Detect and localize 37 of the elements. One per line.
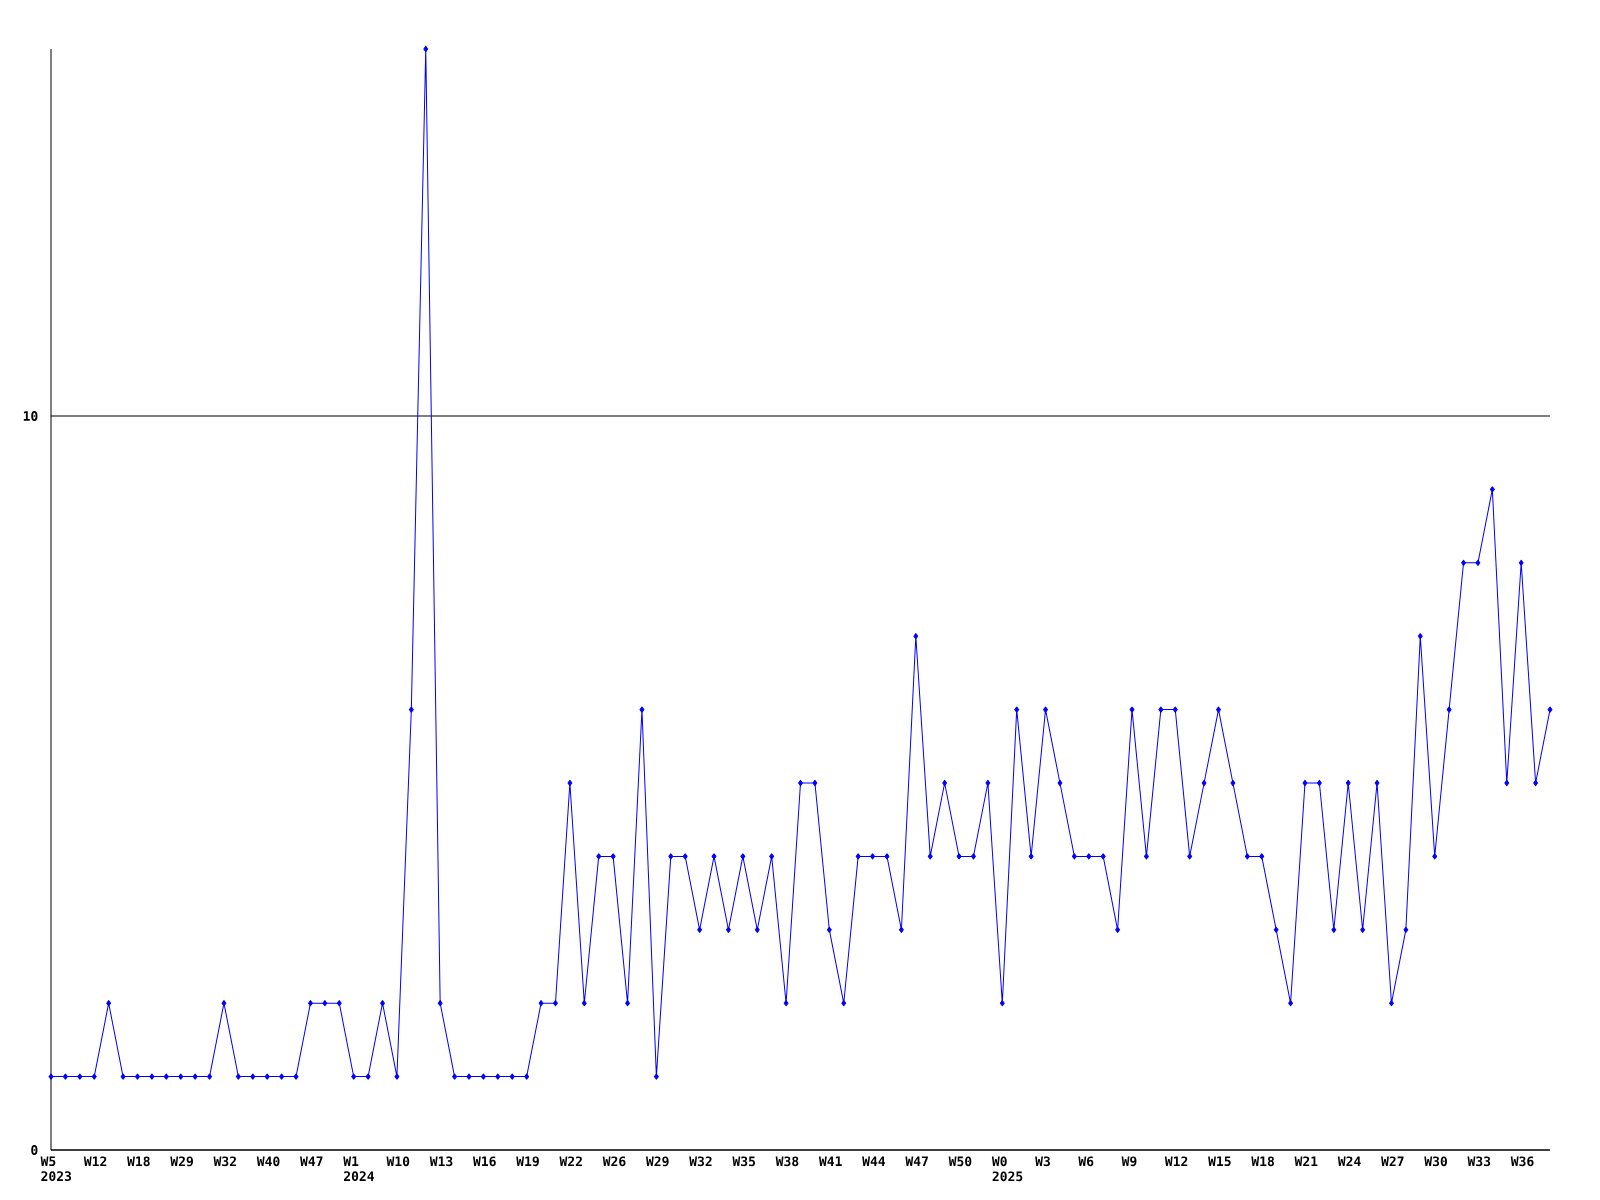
x-tick-label: W44 [862,1156,886,1166]
x-tick-label: W40 [256,1156,280,1167]
x-tick-label: W27 [1381,1156,1404,1167]
x-tick-label: W3 [1035,1156,1050,1167]
x-tick-label: W33 [1467,1156,1491,1167]
x-tick-label: W38 [775,1156,799,1167]
x-tick-label: W32 [213,1156,236,1167]
x-tick-label: W13 [429,1156,453,1167]
x-tick-label: W22 [559,1156,582,1167]
x-tick-label: W0 2025 [991,1156,1023,1182]
x-tick-label: W35 [732,1156,756,1167]
x-tick-label: W6 [1078,1156,1094,1167]
y-tick-label: 10 [23,411,38,421]
x-tick-label: W12 [1164,1156,1188,1167]
x-tick-label: W16 [473,1156,496,1167]
y-tick-label: 0 [31,1145,38,1155]
x-tick-label: W1 2024 [343,1156,375,1182]
x-tick-label: W50 [948,1156,972,1167]
x-tick-label: W19 [516,1156,539,1167]
x-tick-label: W29 [645,1156,669,1167]
x-tick-label: W18 [1251,1156,1274,1167]
x-tick-label: W47 [300,1156,323,1166]
x-tick-label: W41 [818,1156,842,1166]
x-tick-label: W30 [1424,1156,1447,1167]
x-tick-label: W18 [127,1156,150,1167]
x-tick-label: W26 [602,1156,626,1167]
x-tick-label: W36 [1510,1156,1534,1167]
x-tick-label: W15 [1208,1156,1231,1167]
x-tick-label: W21 [1294,1156,1318,1167]
x-tick-label: W5 2023 [40,1156,72,1182]
x-tick-label: W29 [170,1156,193,1167]
x-tick-label: W24 [1337,1156,1361,1167]
x-tick-label: W10 [386,1156,410,1167]
x-tick-label: W9 [1121,1156,1137,1167]
x-tick-label: W32 [689,1156,712,1167]
x-tick-label: W47 [905,1156,928,1166]
x-tick-label: W12 [83,1156,107,1167]
